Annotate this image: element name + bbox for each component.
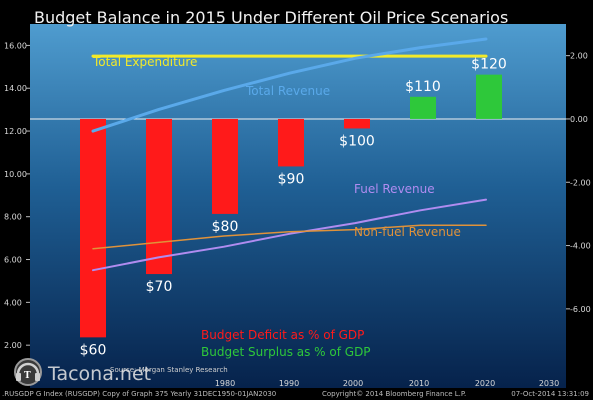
- status-series: .RUSGDP G Index (RUSGDP) Copy of Graph 3…: [2, 390, 277, 398]
- x-axis-tick: 1990: [279, 379, 299, 388]
- status-bar: .RUSGDP G Index (RUSGDP) Copy of Graph 3…: [0, 388, 593, 400]
- plot-area: [30, 24, 566, 388]
- bar-label: $90: [278, 171, 305, 187]
- bar-90: [278, 118, 304, 167]
- status-timestamp: 07-Oct-2014 13:31:09: [511, 390, 589, 398]
- chart-title: Budget Balance in 2015 Under Different O…: [34, 8, 508, 27]
- line-non-fuel-revenue: [92, 224, 487, 250]
- line-fuel-revenue: [92, 198, 487, 272]
- right-axis-tick: -2.00: [570, 178, 591, 187]
- x-axis-tick: 2000: [343, 379, 363, 388]
- legend-entry: Budget Deficit as % of GDP: [201, 328, 364, 342]
- bar-label: $100: [339, 133, 375, 149]
- bar-label: $120: [471, 57, 507, 73]
- left-axis-tick: 2.00: [4, 341, 22, 350]
- left-axis-tick: 14.00: [4, 84, 27, 93]
- bar-label: $110: [405, 79, 441, 95]
- left-axis-tick: 6.00: [4, 256, 22, 265]
- line-label: Non-fuel Revenue: [354, 225, 461, 239]
- line-total-revenue: [91, 37, 488, 133]
- status-copyright: Copyright© 2014 Bloomberg Finance L.P.: [322, 390, 467, 398]
- bar-80: [212, 118, 238, 214]
- left-axis-tick: 4.00: [4, 298, 22, 307]
- svg-text:Tacona.net: Tacona.net: [47, 363, 151, 385]
- legend-entry: Budget Surplus as % of GDP: [201, 345, 371, 359]
- line-label: Fuel Revenue: [354, 182, 435, 196]
- line-label: Total Revenue: [245, 84, 330, 98]
- watermark-logo: T Tacona.net: [14, 358, 151, 386]
- bar-60: [80, 118, 106, 338]
- left-axis-tick: 10.00: [4, 170, 27, 179]
- left-axis-tick: 8.00: [4, 213, 22, 222]
- right-axis-tick: 0.00: [570, 115, 588, 124]
- bar-label: $60: [80, 342, 107, 358]
- line-label: Total Expenditure: [92, 55, 197, 69]
- right-axis-tick: -6.00: [570, 305, 591, 314]
- x-axis-tick: 1980: [215, 379, 235, 388]
- x-axis-tick: 2030: [539, 379, 559, 388]
- bar-100: [344, 118, 370, 129]
- bar-70: [146, 118, 172, 275]
- left-axis-tick: 12.00: [4, 127, 27, 136]
- source-note: Source: Morgan Stanley Research: [110, 366, 228, 374]
- x-axis-tick: 2010: [409, 379, 429, 388]
- left-axis-tick: 16.00: [4, 41, 27, 50]
- x-axis-tick: 2020: [475, 379, 495, 388]
- labels: $60 $70 $80 $90 $100 $110 $120 Total Expenditur…: [80, 55, 507, 374]
- bar-120: [476, 74, 502, 119]
- bar-110: [410, 96, 436, 119]
- right-axis-tick: -4.00: [570, 242, 591, 251]
- right-axis-tick: 2.00: [570, 52, 588, 61]
- axes: 16.00 14.00 12.00 10.00 8.00 6.00 4.00 2.00 2.00…: [4, 41, 591, 388]
- bar-label: $80: [212, 219, 239, 235]
- bar-label: $70: [146, 279, 173, 295]
- svg-text:T: T: [24, 371, 31, 381]
